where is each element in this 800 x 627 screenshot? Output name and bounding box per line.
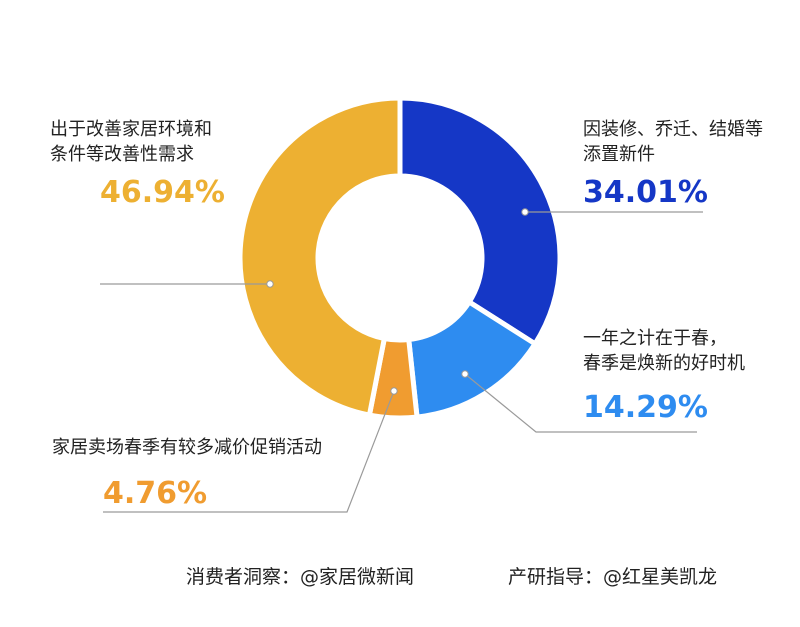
slice-value-label: 14.29% (583, 390, 708, 425)
leader-line (103, 390, 395, 513)
guide-credit: 产研指导：@红星美凯龙 (508, 566, 718, 588)
slice-label-line1: 出于改善家居环境和 (50, 119, 212, 140)
donut-slice (397, 95, 563, 347)
donut-slice (237, 95, 403, 418)
leader-line (464, 373, 697, 433)
slice-label-line1: 因装修、乔迁、结婚等 (583, 119, 763, 140)
slice-label-line1: 一年之计在于春， (583, 328, 727, 349)
leader-dot (461, 370, 469, 378)
slice-label-line2: 添置新件 (583, 144, 655, 165)
leader-dot (266, 280, 274, 288)
leader-dot (390, 387, 398, 395)
slice-value-label: 4.76% (103, 476, 208, 511)
slice-label-line1: 家居卖场春季有较多减价促销活动 (52, 437, 322, 458)
slice-value-label: 34.01% (583, 175, 708, 210)
leader-dot (521, 208, 529, 216)
slice-label-line2: 春季是焕新的好时机 (583, 353, 745, 374)
slice-value-label: 46.94% (100, 175, 225, 210)
slice-label-line2: 条件等改善性需求 (50, 144, 194, 165)
source-credit: 消费者洞察：@家居微新闻 (186, 566, 415, 588)
